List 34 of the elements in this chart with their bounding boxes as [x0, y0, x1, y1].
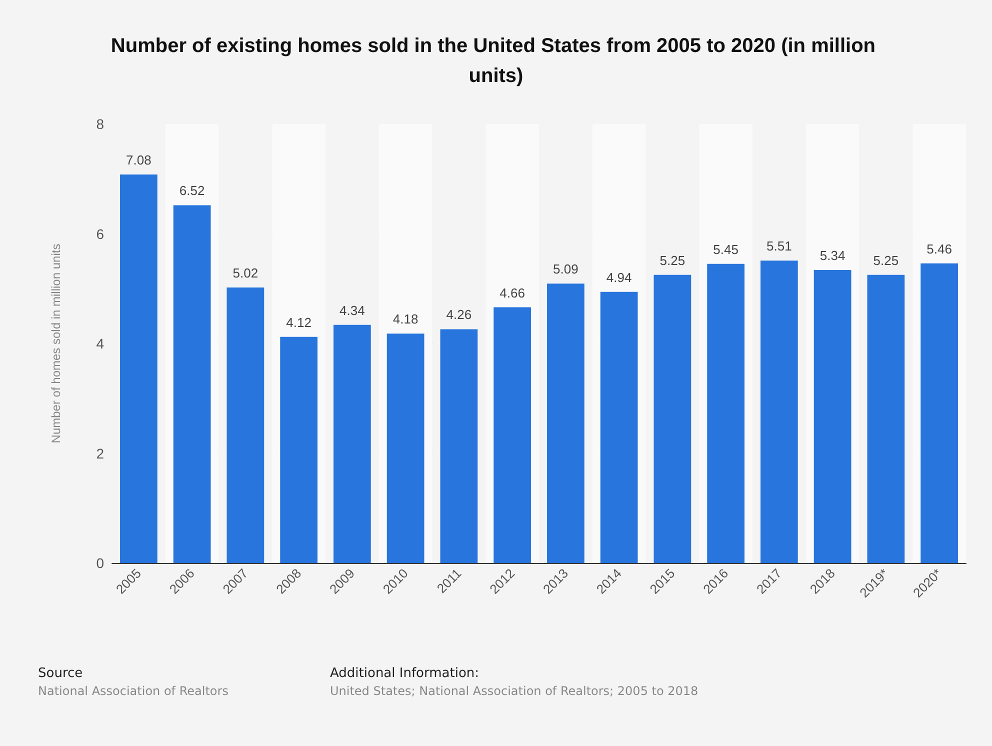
- text: National Association of Realtors: [38, 684, 228, 698]
- data-label: 5.46: [926, 241, 952, 256]
- y-tick-label: 4: [96, 336, 104, 352]
- data-label: 4.34: [340, 302, 365, 318]
- data-label: 5.09: [553, 262, 578, 277]
- y-tick-label: 6: [96, 226, 104, 242]
- data-label: 5.34: [820, 248, 846, 263]
- text: Source: [38, 666, 83, 681]
- data-label: 5.45: [713, 242, 738, 257]
- chart-title: Number of existing homes sold in the United States from 2005 to 2020 (in million units): [110, 35, 882, 87]
- y-axis-title: Number of homes sold in million units: [49, 244, 63, 444]
- data-label: 5.25: [660, 252, 686, 268]
- bar: [920, 263, 958, 563]
- data-label: 4.66: [500, 285, 525, 300]
- bar: [707, 264, 744, 563]
- data-label: 6.52: [179, 183, 205, 198]
- bar: [600, 292, 638, 563]
- y-tick-label: 2: [96, 445, 104, 462]
- bar: [814, 270, 852, 563]
- data-label: 4.12: [286, 314, 312, 330]
- text: United States; National Association of Realtors; 2005 to 2018: [330, 684, 698, 698]
- text: Additional Information:: [330, 666, 480, 681]
- data-label: 5.25: [873, 252, 899, 268]
- data-label: 5.02: [232, 266, 258, 281]
- data-label: 4.18: [392, 312, 418, 327]
- y-tick-label: 0: [96, 555, 104, 571]
- data-label: 7.08: [126, 152, 152, 168]
- bar: [280, 336, 318, 563]
- bar: [386, 334, 424, 563]
- data-label: 4.94: [606, 270, 632, 285]
- y-tick-label: 8: [96, 116, 104, 132]
- data-label: 4.26: [446, 307, 472, 322]
- data-label: 5.51: [766, 238, 792, 254]
- bar: [494, 307, 531, 563]
